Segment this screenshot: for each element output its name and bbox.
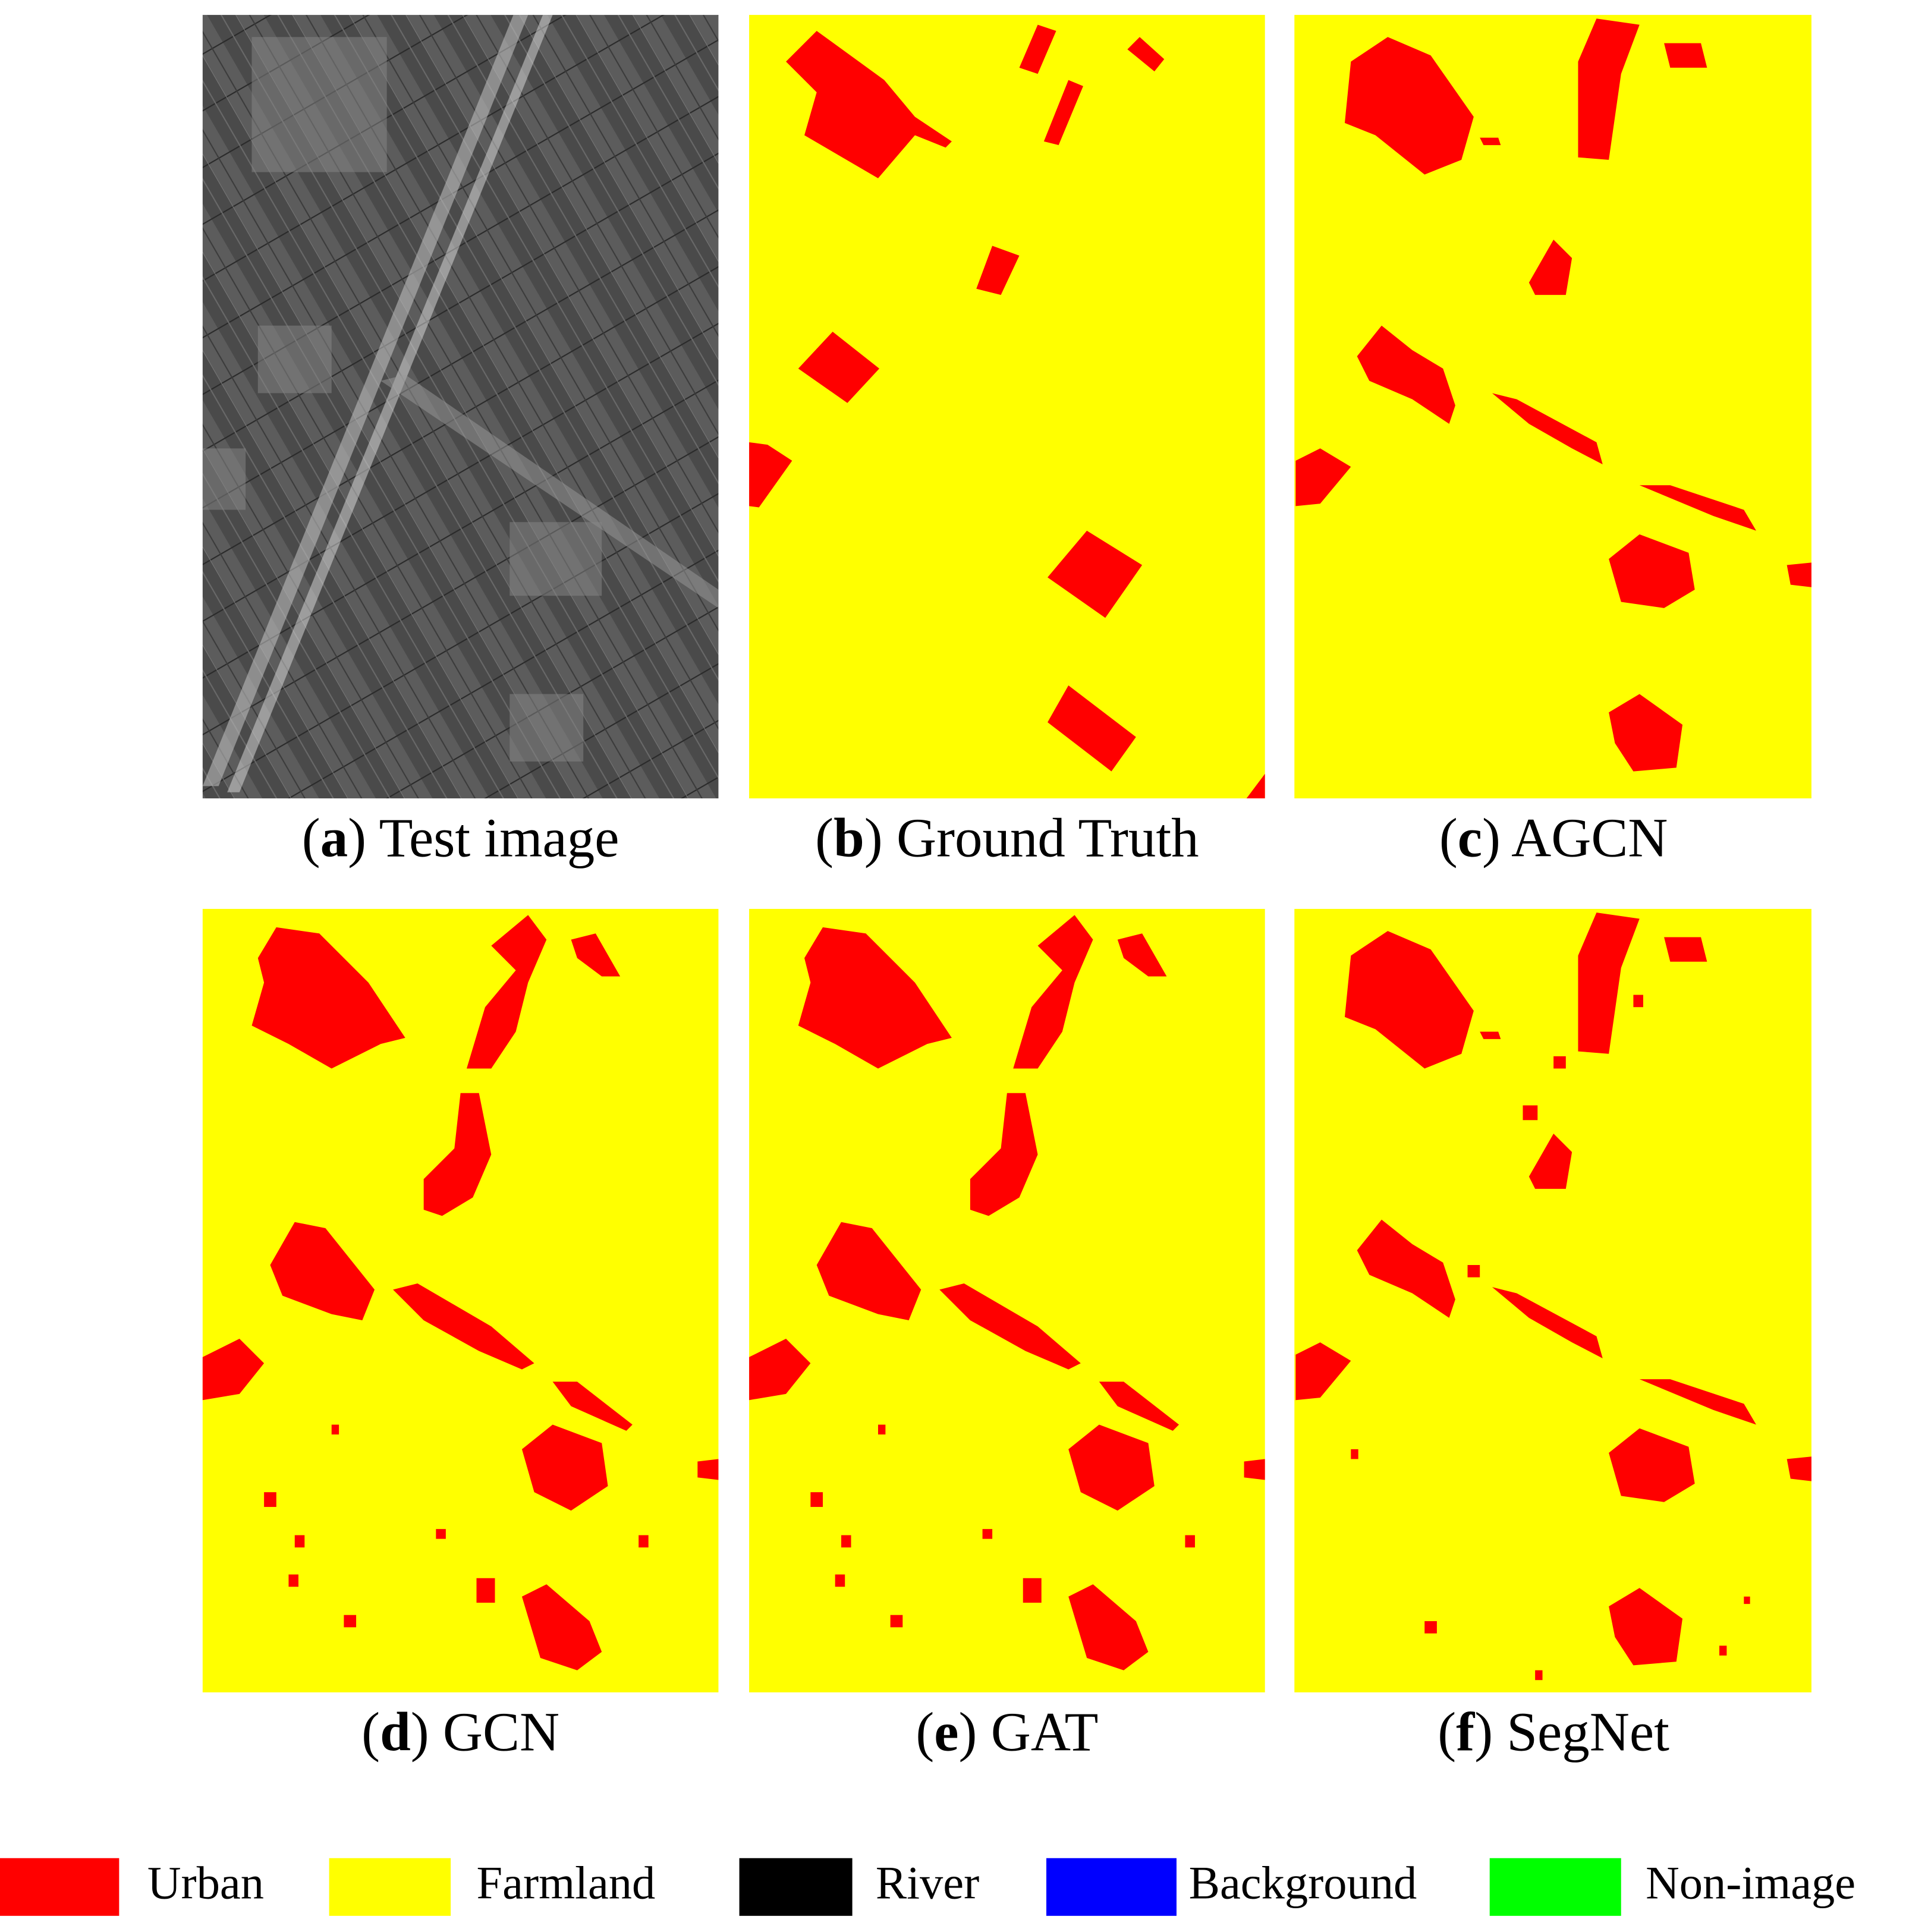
caption-letter: b <box>834 808 864 869</box>
caption-text: ) SegNet <box>1474 1702 1669 1763</box>
legend-label: River <box>876 1857 979 1908</box>
segnet-map <box>1294 908 1811 1692</box>
caption-open: ( <box>361 1702 380 1763</box>
caption-text: ) Ground Truth <box>864 808 1199 869</box>
panel-caption: (c) AGCN <box>1439 808 1668 869</box>
caption-text: ) GAT <box>959 1702 1099 1763</box>
legend-label: Non-image <box>1646 1857 1855 1908</box>
caption-open: ( <box>815 808 834 869</box>
legend-swatch <box>1046 1858 1177 1916</box>
legend-label: Farmland <box>477 1857 656 1908</box>
legend-swatch <box>739 1858 853 1916</box>
caption-text: ) GCN <box>411 1702 559 1763</box>
caption-open: ( <box>916 1702 934 1763</box>
caption-letter: d <box>380 1702 411 1763</box>
caption-text: ) Test image <box>348 808 619 869</box>
legend-swatch <box>0 1858 119 1916</box>
test-image <box>202 15 719 799</box>
panel-caption: (a) Test image <box>302 808 619 869</box>
gat-map <box>749 908 1265 1692</box>
caption-open: ( <box>1438 1702 1456 1763</box>
agcn-map <box>1294 15 1811 799</box>
panel-caption: (d) GCN <box>361 1702 559 1763</box>
legend-label: Background <box>1189 1857 1417 1908</box>
ground-truth-map <box>749 15 1265 799</box>
caption-text: ) AGCN <box>1482 808 1668 869</box>
gcn-map <box>202 908 719 1692</box>
caption-open: ( <box>1439 808 1458 869</box>
panel-caption: (f) SegNet <box>1438 1702 1669 1763</box>
panel-caption: (b) Ground Truth <box>815 808 1199 869</box>
legend-label: Urban <box>147 1857 264 1908</box>
legend-swatch <box>1489 1858 1621 1916</box>
caption-letter: a <box>320 808 348 869</box>
caption-letter: f <box>1456 1702 1475 1763</box>
panel-caption: (e) GAT <box>916 1702 1098 1763</box>
caption-letter: c <box>1458 808 1482 869</box>
caption-letter: e <box>934 1702 958 1763</box>
legend-swatch <box>329 1858 451 1916</box>
caption-open: ( <box>302 808 320 869</box>
